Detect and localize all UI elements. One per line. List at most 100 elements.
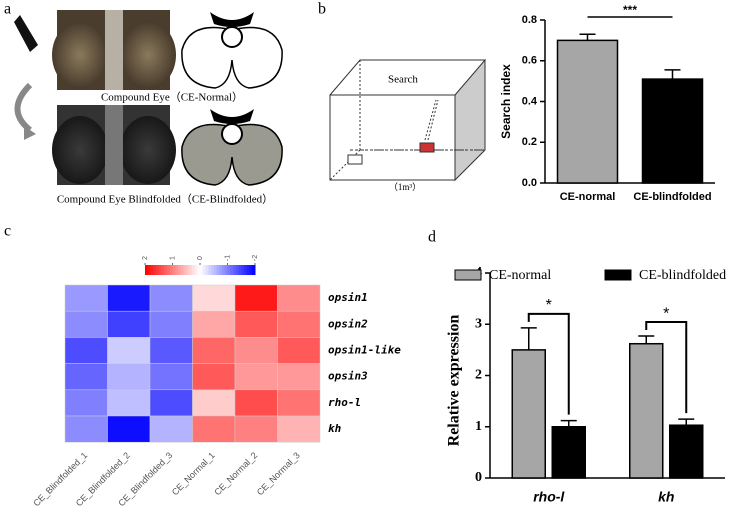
arrow-head xyxy=(24,126,36,140)
heatmap-cell xyxy=(149,310,193,338)
eye xyxy=(120,21,176,89)
colorbar-segment xyxy=(191,265,195,275)
significance: * xyxy=(663,305,669,322)
heatmap-cell xyxy=(277,284,321,312)
colorbar-segment xyxy=(153,265,157,275)
panel-label: d xyxy=(428,229,436,246)
y-tick-label: 0.4 xyxy=(522,95,538,107)
heatmap-cell xyxy=(107,337,151,364)
error-bar xyxy=(560,419,577,427)
row-label: kh xyxy=(328,422,342,435)
panel-label: a xyxy=(4,1,11,18)
legend-swatch xyxy=(604,269,632,281)
significance-bracket xyxy=(527,312,570,415)
heatmap-cell xyxy=(234,363,278,391)
colorbar-tick-label: -1 xyxy=(224,255,231,261)
heatmap-cell xyxy=(107,363,151,391)
error-bar xyxy=(678,418,695,426)
significance: * xyxy=(546,297,552,314)
search-box xyxy=(329,58,486,182)
colorbar-segment xyxy=(147,265,151,275)
colorbar-segment xyxy=(186,265,190,275)
y-tick-label: 0 xyxy=(475,470,482,485)
colorbar-segment xyxy=(219,265,223,275)
heatmap-cell xyxy=(277,363,321,391)
legend-label: CE-normal xyxy=(489,268,551,283)
eye xyxy=(120,116,176,184)
arrow xyxy=(14,82,33,133)
schematic-normal xyxy=(181,12,283,89)
colorbar-segment xyxy=(216,265,220,275)
row-label: opsin2 xyxy=(328,317,368,330)
heatmap-cell xyxy=(107,415,151,443)
colorbar-segment xyxy=(244,265,248,275)
colorbar-segment xyxy=(241,265,245,275)
heatmap-cell xyxy=(149,337,193,364)
heatmap-cell xyxy=(277,337,321,364)
y-tick-label: 0.0 xyxy=(522,177,537,189)
heatmap-cell xyxy=(277,310,321,338)
head xyxy=(105,105,123,185)
bar xyxy=(551,426,586,479)
heatmap-cell xyxy=(149,363,193,391)
colorbar-segment xyxy=(227,265,231,275)
legend-label: CE-blindfolded xyxy=(639,268,726,283)
caption: Compound Eye（CE-Normal） xyxy=(101,91,243,104)
heatmap-cell xyxy=(149,389,193,417)
eye xyxy=(52,21,108,89)
panel-a: Compound Eye（CE-Normal） Compound Eye Bli… xyxy=(14,10,283,206)
heatmap-cell xyxy=(192,310,236,338)
bar xyxy=(511,349,546,479)
heatmap-cell xyxy=(192,389,236,417)
legend-swatch xyxy=(454,269,482,281)
heatmap-cell xyxy=(234,415,278,443)
heatmap-cell xyxy=(64,363,108,391)
schematic-blindfolded xyxy=(181,109,283,186)
colorbar-segment xyxy=(178,265,182,275)
bar xyxy=(629,342,664,479)
heatmap-cell xyxy=(277,415,321,443)
colorbar-segment xyxy=(167,265,171,275)
heatmap-cell xyxy=(234,389,278,417)
row-label: opsin3 xyxy=(328,370,368,383)
heatmap-cell xyxy=(64,415,108,443)
bar xyxy=(641,78,704,184)
column-label: CE_Normal_1 xyxy=(170,450,217,497)
x-tick-label: CE-normal xyxy=(560,191,616,203)
y-tick-label: 0.8 xyxy=(522,14,537,26)
significance-bracket xyxy=(645,321,688,414)
heatmap-cell xyxy=(234,337,278,364)
colorbar-segment xyxy=(213,265,217,275)
colorbar-segment xyxy=(197,265,201,275)
heatmap-cell xyxy=(234,284,278,312)
row-label: rho-l xyxy=(328,396,361,409)
colorbar-segment xyxy=(252,265,256,275)
colorbar-segment xyxy=(211,265,215,275)
row-label: opsin1 xyxy=(328,291,368,304)
y-tick-label: 0.6 xyxy=(522,55,537,67)
heatmap-cell xyxy=(107,284,151,312)
colorbar-segment xyxy=(205,265,209,275)
heatmap-cell xyxy=(64,284,108,312)
column-label: CE_Normal_2 xyxy=(212,450,259,497)
heatmap-cell xyxy=(107,389,151,417)
heatmap-cell xyxy=(192,415,236,443)
colorbar-segment xyxy=(202,265,206,275)
colorbar-segment xyxy=(246,265,250,275)
significance: *** xyxy=(623,3,637,17)
error-bar xyxy=(664,69,681,80)
box-label: Search xyxy=(388,74,418,86)
colorbar-segment xyxy=(235,265,239,275)
colorbar-segment xyxy=(164,265,168,275)
colorbar-segment xyxy=(169,265,173,275)
head xyxy=(105,10,123,90)
y-axis-label: Relative expression xyxy=(446,315,463,447)
colorbar-segment xyxy=(161,265,165,275)
colorbar-segment xyxy=(238,265,242,275)
colorbar-tick-label: 0 xyxy=(197,256,204,260)
heatmap-cell xyxy=(64,389,108,417)
colorbar-segment xyxy=(189,265,193,275)
colorbar-segment xyxy=(208,265,212,275)
heatmap-cell xyxy=(64,337,108,364)
